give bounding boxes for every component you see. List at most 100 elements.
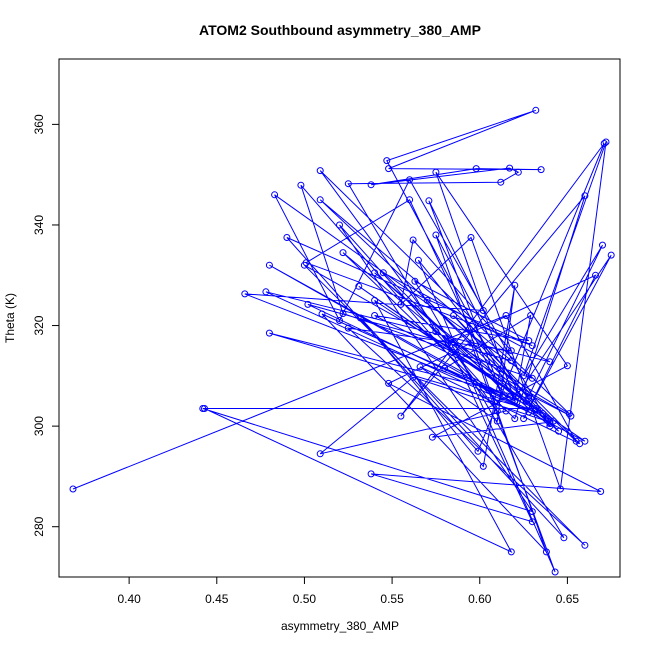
- data-point: [549, 417, 557, 425]
- data-point: [357, 314, 364, 322]
- y-tick-label: 360: [32, 114, 46, 134]
- data-point: [600, 140, 608, 147]
- data-point: [525, 337, 533, 345]
- series-lines: [72, 109, 612, 573]
- data-point: [304, 300, 312, 308]
- data-point: [423, 296, 431, 304]
- data-point: [241, 290, 249, 298]
- data-point: [479, 307, 487, 314]
- data-point: [336, 221, 343, 229]
- data-point: [318, 310, 326, 318]
- chart-title: ATOM2 Southbound asymmetry_380_AMP: [199, 22, 481, 38]
- data-point: [385, 165, 393, 173]
- data-point: [511, 415, 519, 423]
- data-point: [528, 518, 536, 526]
- data-point: [528, 508, 536, 516]
- data-point: [493, 407, 501, 415]
- data-point: [551, 568, 559, 576]
- data-point: [513, 392, 521, 400]
- data-point: [425, 197, 433, 205]
- data-point: [497, 178, 505, 186]
- data-point: [546, 358, 554, 366]
- data-point: [316, 450, 324, 458]
- data-point: [556, 485, 564, 493]
- plot-frame: [58, 58, 621, 578]
- data-point: [506, 393, 514, 401]
- series-points: [69, 106, 615, 576]
- data-point: [428, 433, 436, 441]
- data-point: [344, 180, 352, 188]
- data-point: [406, 196, 414, 204]
- data-point: [409, 373, 417, 381]
- data-point: [502, 312, 510, 319]
- data-point: [316, 196, 324, 204]
- data-point: [383, 157, 391, 165]
- x-axis: 0.40 0.45 0.50 0.55 0.60 0.65: [117, 577, 579, 606]
- y-tick-label: 280: [32, 516, 46, 536]
- data-point: [467, 234, 475, 241]
- data-point: [532, 106, 540, 114]
- data-point: [297, 181, 305, 189]
- y-axis-label: Theta (K): [3, 293, 17, 343]
- data-point: [300, 261, 308, 269]
- data-point: [441, 364, 449, 372]
- data-point: [379, 269, 387, 277]
- data-point: [432, 168, 440, 176]
- data-point: [316, 167, 324, 175]
- data-point: [546, 418, 554, 426]
- data-point: [528, 374, 536, 382]
- data-point: [537, 166, 545, 174]
- data-point: [367, 470, 375, 478]
- data-point: [472, 165, 480, 173]
- data-point: [271, 191, 279, 199]
- data-point: [397, 412, 405, 420]
- data-point: [499, 392, 506, 400]
- data-point: [262, 288, 270, 296]
- data-point: [69, 485, 77, 493]
- data-point: [283, 234, 291, 241]
- data-point: [532, 405, 540, 412]
- data-point: [525, 408, 533, 416]
- data-point: [506, 164, 514, 172]
- y-tick-label: 340: [32, 215, 46, 235]
- data-point: [555, 427, 563, 435]
- data-point: [602, 138, 610, 146]
- data-point: [411, 277, 419, 285]
- data-point: [607, 251, 615, 259]
- data-point: [265, 329, 273, 337]
- data-point: [511, 281, 519, 289]
- data-point: [371, 296, 379, 304]
- data-point: [371, 269, 379, 277]
- data-point: [371, 312, 379, 319]
- data-point: [265, 261, 273, 269]
- data-point: [514, 168, 522, 176]
- x-tick-label: 0.65: [556, 592, 580, 606]
- data-point: [597, 488, 605, 495]
- data-point: [581, 541, 589, 549]
- data-point: [450, 312, 457, 319]
- data-point: [367, 181, 375, 189]
- data-point: [542, 548, 550, 556]
- x-tick-label: 0.45: [205, 592, 229, 606]
- data-point: [560, 534, 568, 542]
- data-point: [520, 372, 528, 380]
- data-point: [507, 347, 515, 355]
- data-point: [592, 271, 599, 279]
- data-point: [599, 241, 606, 249]
- data-point: [409, 236, 417, 244]
- y-tick-label: 320: [32, 315, 46, 335]
- data-point: [546, 422, 554, 430]
- data-point: [201, 405, 208, 412]
- x-axis-label: asymmetry_380_AMP: [281, 619, 399, 633]
- data-point: [520, 415, 528, 423]
- data-point: [507, 357, 515, 365]
- data-point: [507, 548, 515, 556]
- data-point: [502, 407, 510, 415]
- x-tick-label: 0.50: [293, 592, 317, 606]
- data-point: [385, 379, 393, 387]
- data-point: [339, 249, 347, 257]
- data-point: [416, 363, 424, 371]
- data-point: [432, 231, 440, 239]
- data-point: [414, 256, 422, 264]
